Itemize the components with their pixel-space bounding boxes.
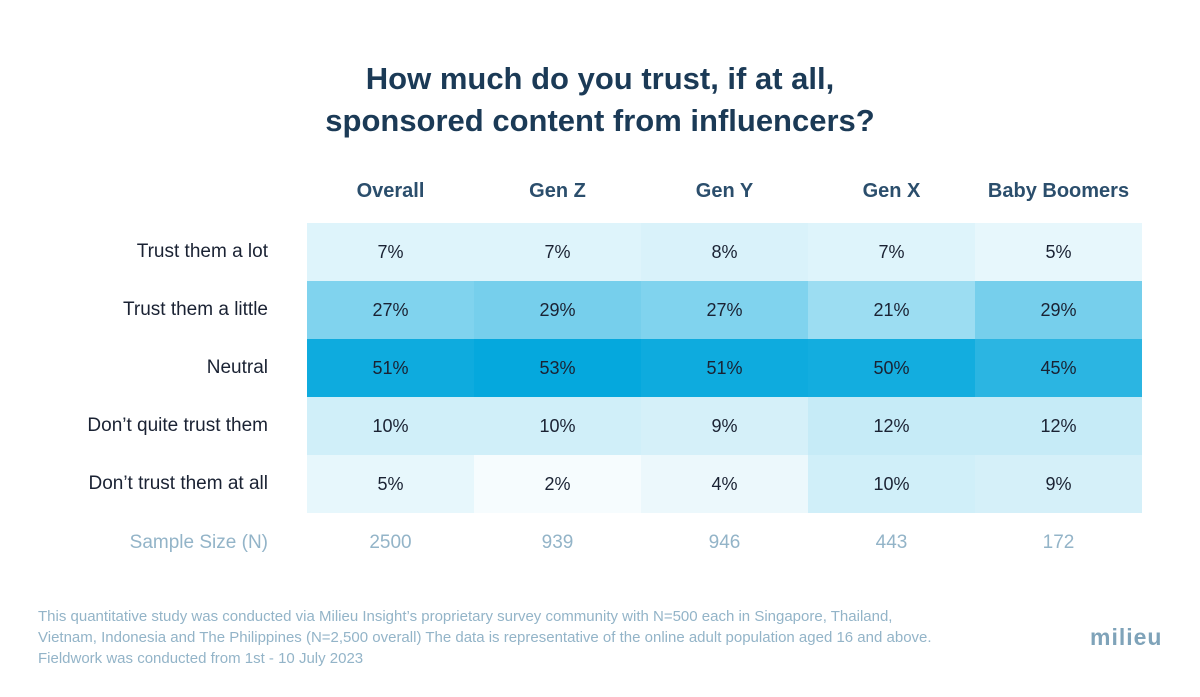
heatmap-cell: 27% bbox=[307, 281, 474, 339]
row-label: Trust them a lot bbox=[136, 241, 268, 262]
heatmap-cell: 29% bbox=[474, 281, 641, 339]
column-header: Overall bbox=[356, 180, 425, 202]
heatmap-cell: 29% bbox=[975, 281, 1142, 339]
heatmap-cell: 7% bbox=[474, 223, 641, 281]
heatmap-cell: 2% bbox=[474, 455, 641, 513]
column-header: Gen Y bbox=[695, 180, 754, 202]
chart-title-line-2: sponsored content from influencers? bbox=[325, 103, 875, 138]
heatmap-cell: 5% bbox=[975, 223, 1142, 281]
sample-size-value: 939 bbox=[541, 532, 574, 553]
row-label: Trust them a little bbox=[122, 299, 268, 320]
heatmap-cell: 21% bbox=[808, 281, 975, 339]
sample-size-value: 443 bbox=[875, 532, 908, 553]
heatmap-cell: 4% bbox=[641, 455, 808, 513]
milieu-logo: milieu bbox=[1090, 624, 1163, 650]
row-label: Don’t quite trust them bbox=[87, 415, 268, 436]
heatmap-cell: 12% bbox=[975, 397, 1142, 455]
row-label: Neutral bbox=[206, 357, 268, 378]
column-header: Baby Boomers bbox=[987, 180, 1130, 202]
footnote-line-1: This quantitative study was conducted vi… bbox=[38, 608, 893, 625]
sample-size-value: 2500 bbox=[369, 532, 412, 553]
column-header: Gen Z bbox=[529, 180, 586, 202]
heatmap-cell: 51% bbox=[641, 339, 808, 397]
heatmap-cell: 9% bbox=[641, 397, 808, 455]
heatmap-cell: 9% bbox=[975, 455, 1142, 513]
chart-title-line-1: How much do you trust, if at all, bbox=[365, 61, 835, 96]
chart-title: How much do you trust, if at all, sponso… bbox=[0, 58, 1200, 142]
row-label: Don’t trust them at all bbox=[88, 473, 268, 494]
footnote-line-3: Fieldwork was conducted from 1st - 10 Ju… bbox=[38, 650, 364, 667]
heatmap-cell: 8% bbox=[641, 223, 808, 281]
footnote-line-2: Vietnam, Indonesia and The Philippines (… bbox=[38, 629, 932, 646]
sample-size-value: 172 bbox=[1042, 532, 1075, 553]
heatmap-cell: 7% bbox=[808, 223, 975, 281]
column-header: Gen X bbox=[862, 180, 921, 202]
heatmap-cell: 12% bbox=[808, 397, 975, 455]
heatmap-cell: 27% bbox=[641, 281, 808, 339]
heatmap-cell: 10% bbox=[474, 397, 641, 455]
sample-size-label: Sample Size (N) bbox=[129, 532, 268, 553]
heatmap-cell: 5% bbox=[307, 455, 474, 513]
heatmap-cell: 7% bbox=[307, 223, 474, 281]
heatmap-cell: 45% bbox=[975, 339, 1142, 397]
heatmap-cell: 51% bbox=[307, 339, 474, 397]
heatmap-cell: 53% bbox=[474, 339, 641, 397]
methodology-footnote: This quantitative study was conducted vi… bbox=[38, 606, 1058, 669]
heatmap-cell: 10% bbox=[307, 397, 474, 455]
heatmap-cell: 50% bbox=[808, 339, 975, 397]
sample-size-value: 946 bbox=[708, 532, 741, 553]
heatmap-cell: 10% bbox=[808, 455, 975, 513]
